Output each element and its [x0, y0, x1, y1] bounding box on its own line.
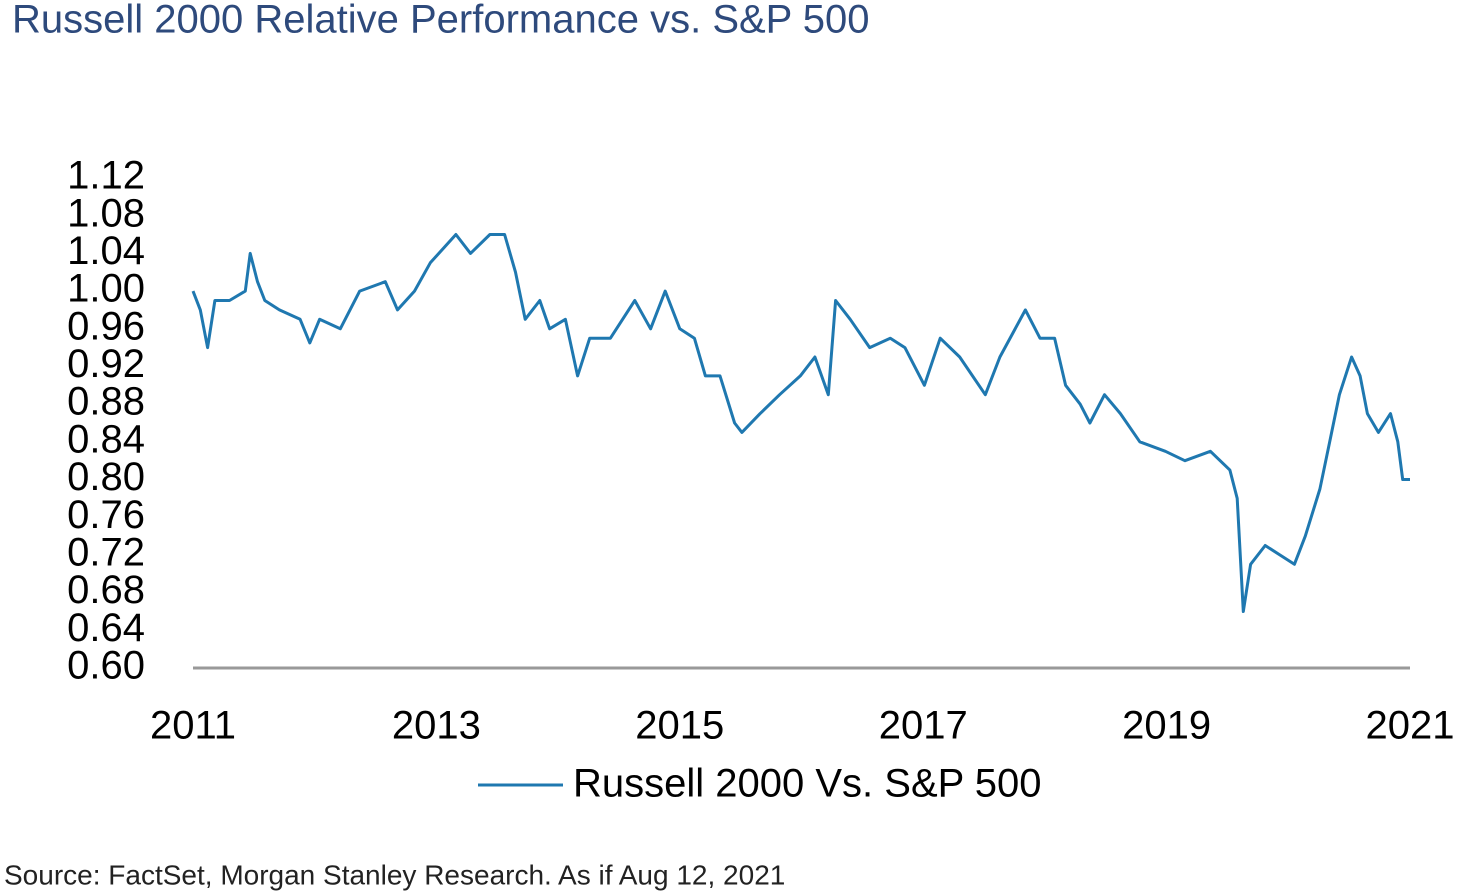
y-tick-label: 0.84 [67, 417, 145, 461]
y-tick-label: 1.08 [67, 191, 145, 235]
x-tick-label: 2021 [1366, 704, 1455, 748]
y-tick-label: 1.00 [67, 267, 145, 311]
y-tick-label: 0.68 [67, 568, 145, 612]
y-tick-label: 0.92 [67, 342, 145, 386]
legend-label: Russell 2000 Vs. S&P 500 [573, 762, 1041, 806]
y-tick-label: 0.76 [67, 493, 145, 537]
chart-title: Russell 2000 Relative Performance vs. S&… [12, 0, 869, 42]
y-tick-label: 1.04 [67, 229, 145, 273]
y-tick-label: 0.60 [67, 644, 145, 688]
y-tick-label: 0.72 [67, 530, 145, 574]
x-tick-label: 2015 [635, 704, 724, 748]
x-tick-label: 2017 [879, 704, 968, 748]
y-tick-label: 0.64 [67, 606, 145, 650]
x-tick-label: 2013 [392, 704, 481, 748]
x-tick-label: 2019 [1122, 704, 1211, 748]
y-tick-label: 0.88 [67, 380, 145, 424]
y-tick-label: 0.80 [67, 455, 145, 499]
line-series [191, 233, 1410, 613]
source-note: Source: FactSet, Morgan Stanley Research… [4, 859, 785, 890]
x-tick-label: 2011 [150, 704, 236, 748]
y-tick-label: 1.12 [67, 154, 145, 198]
y-tick-label: 0.96 [67, 304, 145, 348]
